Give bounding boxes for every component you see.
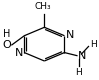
Text: CH₃: CH₃ bbox=[34, 2, 51, 11]
Text: H: H bbox=[90, 40, 97, 49]
Text: H: H bbox=[3, 29, 11, 39]
Text: H: H bbox=[75, 68, 82, 77]
Text: O: O bbox=[2, 40, 11, 50]
Text: N: N bbox=[66, 30, 74, 40]
Text: N: N bbox=[78, 51, 86, 61]
Text: N: N bbox=[15, 48, 23, 58]
